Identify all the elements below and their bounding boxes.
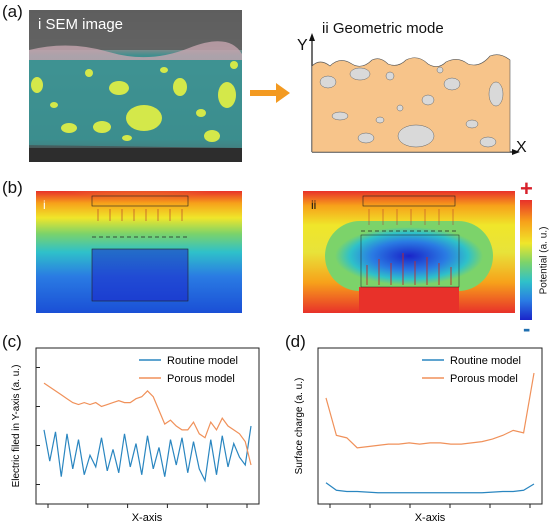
potential-map-routine: [36, 191, 242, 313]
sem-particle: [50, 102, 58, 108]
sem-particle: [204, 130, 220, 142]
pore: [375, 116, 385, 124]
chart-c-frame: [35, 347, 260, 505]
sem-particle: [160, 67, 168, 73]
pore: [357, 132, 375, 144]
chart-c-ylabel: Electric filed in Y-axis (a. u.): [11, 365, 22, 488]
axis-y-letter: Y: [297, 37, 308, 54]
sem-particle: [230, 61, 238, 69]
colorbar-plus: +: [520, 176, 533, 201]
pore: [443, 77, 461, 91]
axis-x-letter: X: [516, 139, 527, 156]
sem-particle: [61, 123, 77, 133]
panel-d-label: (d): [285, 332, 306, 351]
pore: [421, 94, 435, 106]
chart-d-xlabel: X-axis: [415, 512, 446, 524]
arrow-right-icon: [250, 83, 290, 103]
chart-d-ylabel: Surface charge (a. u.): [294, 378, 305, 475]
geometric-model: [309, 33, 520, 155]
sem-image: [29, 10, 242, 162]
sem-particle: [31, 77, 43, 93]
sem-particle: [109, 81, 129, 95]
potential-map-porous: [303, 191, 515, 313]
chart-d: Routine model Porous model X-axis Surface…: [294, 347, 543, 524]
pore: [385, 71, 395, 81]
pore: [396, 104, 404, 112]
panel-a-label: (a): [2, 2, 23, 21]
c-series-routine-line: [43, 425, 252, 483]
colorbar-title: Potential (a. u.): [538, 226, 550, 295]
sem-particle: [85, 69, 93, 77]
pore: [436, 66, 444, 74]
c-legend-label: Routine model: [167, 355, 238, 367]
chart-c: Routine model Porous model X-axis Electri…: [11, 347, 260, 524]
pore: [465, 119, 479, 129]
d-series-routine-line: [325, 482, 535, 494]
d-series-porous-line: [325, 372, 535, 449]
sem-particle: [173, 78, 187, 96]
pore: [488, 81, 504, 107]
potential-colorbar: [520, 200, 532, 320]
sem-image-title: i SEM image: [38, 16, 124, 33]
chart-d-frame: [317, 347, 543, 505]
pore: [319, 75, 337, 89]
pore: [331, 111, 349, 121]
map-ii-label: ii: [311, 198, 317, 212]
c-legend-label: Porous model: [167, 373, 235, 385]
sem-particle: [126, 105, 162, 131]
map-i-label: i: [43, 198, 46, 212]
d-legend-label: Routine model: [450, 355, 521, 367]
pore: [479, 136, 497, 148]
sem-particle: [196, 109, 206, 117]
sem-particle: [93, 121, 111, 133]
chart-c-xlabel: X-axis: [132, 512, 163, 524]
panel-b-label: (b): [2, 178, 23, 197]
d-legend-label: Porous model: [450, 373, 518, 385]
pore: [397, 124, 435, 148]
sem-particle: [218, 82, 236, 108]
panel-c-label: (c): [2, 332, 22, 351]
colorbar-minus: -: [523, 316, 531, 341]
c-series-porous-line: [43, 382, 252, 466]
pore: [349, 67, 371, 81]
geometric-mode-title: ii Geometric mode: [322, 20, 444, 37]
sem-particle: [122, 135, 132, 141]
